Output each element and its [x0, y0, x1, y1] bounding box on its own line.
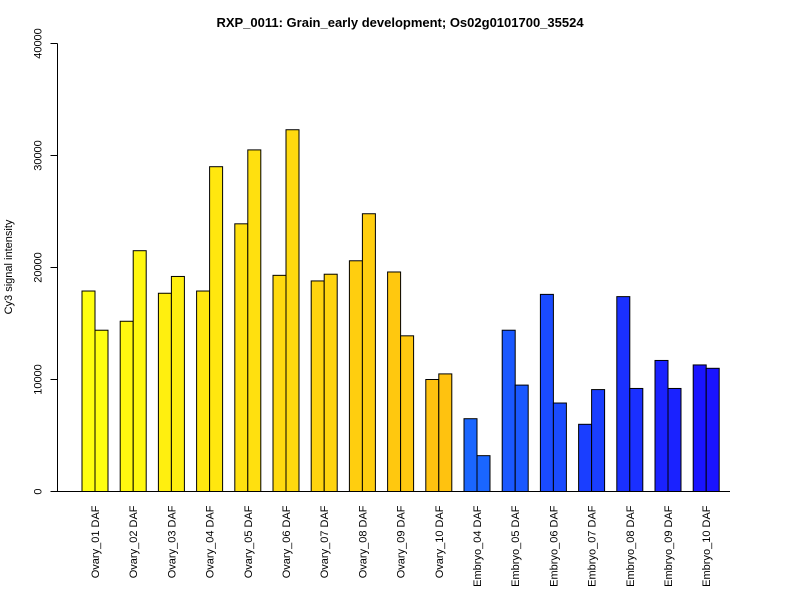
x-tick-label: Embryo_10 DAF — [701, 505, 713, 587]
bar-2-1 — [170, 275, 185, 492]
y-axis: 0 10000 20000 30000 40000 — [33, 28, 58, 495]
bar-15-0 — [654, 359, 669, 492]
bars-group — [81, 129, 720, 493]
bar-13-0 — [578, 423, 593, 492]
x-tick-label: Ovary_08 DAF — [357, 505, 369, 578]
bar-16-1 — [705, 367, 720, 492]
y-tick-label: 0 — [33, 488, 45, 494]
chart-title: RXP_0011: Grain_early development; Os02g… — [216, 15, 584, 30]
x-tick-label: Embryo_08 DAF — [625, 505, 637, 587]
bar-8-1 — [400, 335, 415, 492]
x-tick-label: Ovary_06 DAF — [281, 505, 293, 578]
bar-14-0 — [616, 296, 631, 492]
bar-3-1 — [209, 166, 224, 492]
y-tick-label: 10000 — [33, 364, 45, 395]
y-axis-label: Cy3 signal intensity — [3, 219, 15, 314]
x-tick-label: Embryo_06 DAF — [548, 505, 560, 587]
bar-0-1 — [94, 329, 109, 492]
bar-13-1 — [591, 389, 606, 492]
y-tick-label: 40000 — [33, 28, 45, 59]
bar-2-0 — [157, 292, 172, 493]
bar-4-0 — [234, 223, 249, 492]
bar-6-1 — [323, 273, 338, 492]
x-tick-label: Ovary_07 DAF — [319, 505, 331, 578]
x-tick-label: Embryo_04 DAF — [472, 505, 484, 587]
bar-11-1 — [514, 384, 529, 493]
bar-5-0 — [272, 274, 287, 492]
x-tick-label: Ovary_01 DAF — [90, 505, 102, 578]
x-tick-label: Ovary_09 DAF — [396, 505, 408, 578]
bar-15-1 — [667, 387, 682, 492]
bar-9-1 — [438, 373, 453, 492]
y-tick-label: 20000 — [33, 252, 45, 283]
x-tick-label: Ovary_10 DAF — [434, 505, 446, 578]
x-tick-label: Embryo_05 DAF — [510, 505, 522, 587]
bar-10-0 — [463, 418, 478, 493]
bar-7-0 — [348, 260, 363, 492]
x-tick-label: Ovary_02 DAF — [128, 505, 140, 578]
bar-1-1 — [132, 250, 147, 492]
x-tick-label: Embryo_09 DAF — [663, 505, 675, 587]
bar-7-1 — [361, 213, 376, 493]
bar-11-0 — [501, 329, 516, 492]
x-axis: Ovary_01 DAF Ovary_02 DAF Ovary_03 DAF Ovar… — [57, 491, 730, 587]
bar-1-0 — [119, 320, 134, 493]
bar-8-0 — [387, 271, 402, 493]
bar-16-0 — [692, 364, 707, 492]
bar-12-0 — [539, 293, 554, 492]
bar-4-1 — [247, 149, 262, 492]
x-tick-label: Ovary_05 DAF — [243, 505, 255, 578]
bar-9-0 — [425, 379, 440, 492]
bar-12-1 — [552, 402, 567, 492]
bar-6-0 — [310, 280, 325, 492]
bar-10-1 — [476, 455, 491, 493]
bar-0-0 — [81, 290, 96, 492]
x-tick-label: Ovary_03 DAF — [166, 505, 178, 578]
bar-5-1 — [285, 129, 300, 493]
x-tick-label: Embryo_07 DAF — [587, 505, 599, 587]
y-tick-label: 30000 — [33, 140, 45, 171]
bar-3-0 — [196, 290, 211, 492]
bar-14-1 — [629, 387, 644, 492]
x-tick-label: Ovary_04 DAF — [205, 505, 217, 578]
